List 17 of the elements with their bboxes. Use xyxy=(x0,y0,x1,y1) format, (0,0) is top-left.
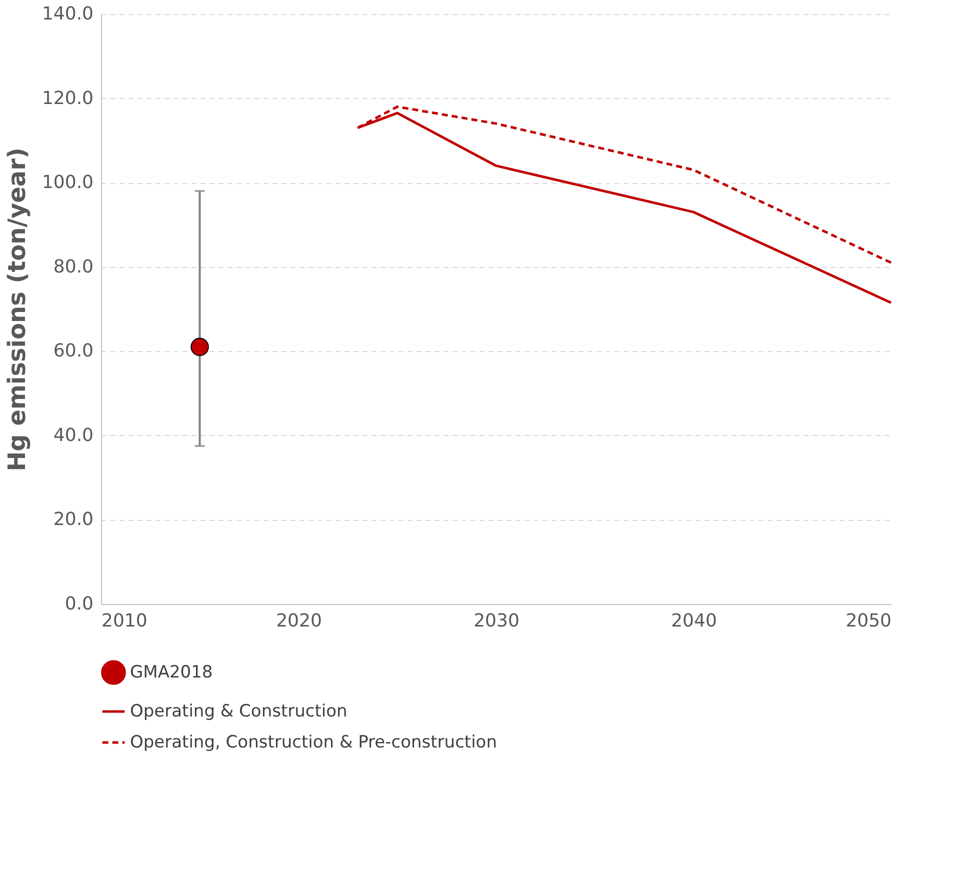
legend-label: Operating, Construction & Pre-construction xyxy=(130,732,497,752)
y-axis-title: Hg emissions (ton/year) xyxy=(2,148,31,472)
x-tick-label: 2050 xyxy=(846,610,892,632)
y-tick-label: 40.0 xyxy=(53,424,94,446)
y-tick-label: 60.0 xyxy=(53,340,94,362)
x-tick-label: 2040 xyxy=(671,610,717,632)
x-tick-label: 2020 xyxy=(276,610,322,632)
x-tick-label: 2010 xyxy=(102,610,148,632)
y-tick-label: 80.0 xyxy=(53,256,94,278)
x-tick-label: 2030 xyxy=(474,610,520,632)
legend-label: GMA2018 xyxy=(130,662,213,682)
legend-label: Operating & Construction xyxy=(130,702,348,722)
y-tick-label: 100.0 xyxy=(42,172,94,194)
y-tick-label: 120.0 xyxy=(42,88,94,109)
y-tick-label: 140.0 xyxy=(42,4,94,24)
y-tick-label: 20.0 xyxy=(53,509,94,530)
y-tick-label: 0.0 xyxy=(64,594,94,614)
